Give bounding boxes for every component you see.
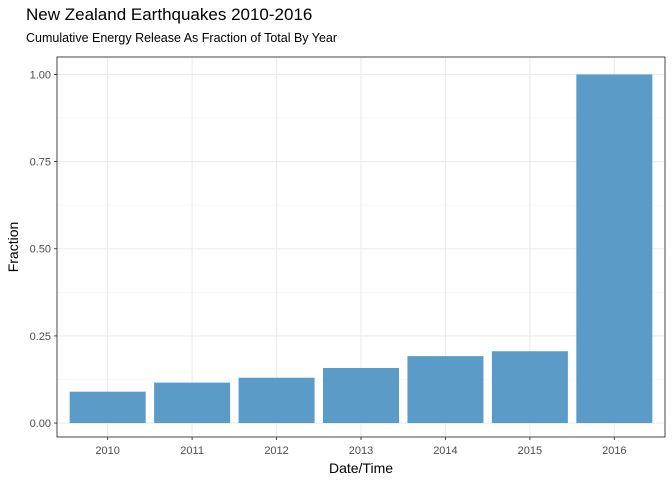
x-tick-label: 2013 — [349, 445, 373, 457]
chart-title: New Zealand Earthquakes 2010-2016 — [26, 5, 312, 24]
y-axis-title: Fraction — [5, 222, 21, 273]
x-tick-label: 2010 — [95, 445, 119, 457]
y-tick-label: 0.25 — [30, 331, 51, 343]
bar — [407, 356, 484, 424]
x-axis-title: Date/Time — [329, 460, 393, 476]
x-tick-label: 2015 — [518, 445, 542, 457]
chart-subtitle: Cumulative Energy Release As Fraction of… — [26, 31, 337, 45]
bar — [491, 351, 568, 424]
bar — [576, 74, 653, 424]
bar — [238, 377, 315, 424]
bars — [69, 74, 653, 424]
bar — [154, 382, 231, 424]
bar — [323, 367, 399, 424]
y-tick-label: 0.75 — [30, 157, 51, 169]
y-tick-label: 0.00 — [30, 418, 51, 430]
bar — [69, 391, 146, 424]
x-tick-label: 2012 — [264, 445, 288, 457]
x-tick-label: 2011 — [180, 445, 204, 457]
y-tick-label: 0.50 — [30, 244, 51, 256]
y-tick-label: 1.00 — [30, 69, 51, 81]
x-tick-label: 2014 — [433, 445, 457, 457]
panel-border — [56, 56, 666, 438]
x-tick-label: 2016 — [602, 445, 626, 457]
axis-ticks: 0.00 0.25 0.50 0.75 1.00 2010 2011 2012 2013 2014… — [30, 69, 627, 457]
